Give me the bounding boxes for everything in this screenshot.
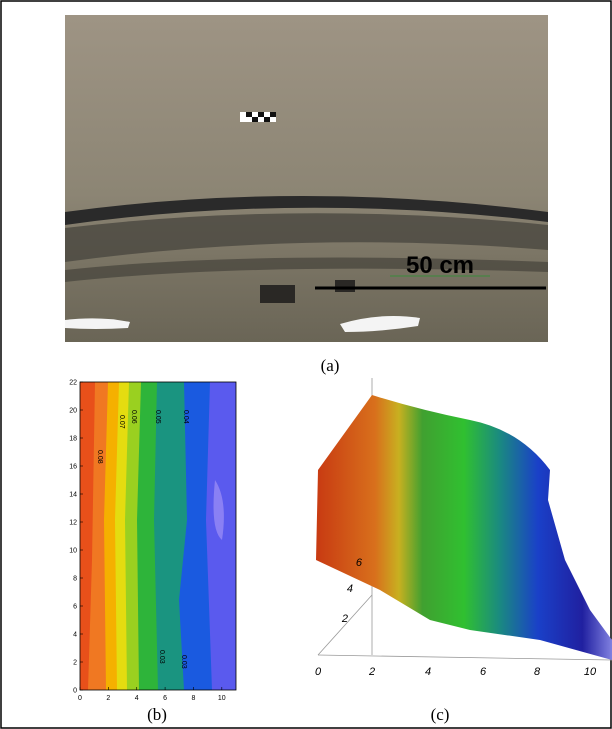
y-tick-label: 4 [73,632,77,639]
x-tick-label: 0 [78,695,82,702]
caption: (c) [431,705,450,724]
y-tick-label: 8 [73,576,77,583]
caption: (a) [321,356,340,375]
contour-label: 0.08 [96,450,103,464]
contour-label: 0.05 [154,410,161,424]
x-tick-label: 10 [584,666,597,678]
x-tick-label: 0 [315,666,322,678]
y-tick-label: 0 [73,688,77,695]
y-tick-label: 2 [73,660,77,667]
caption: (b) [147,705,167,724]
x-tick-label: 8 [192,695,196,702]
scale-label: 50 cm [406,252,474,279]
x-tick-label: 4 [425,666,431,678]
contour-label: 0.07 [118,415,125,429]
contour-label: 0.06 [130,410,137,424]
x-tick-label: 10 [218,695,226,702]
x-tick-label: 2 [106,695,110,702]
y-tick-label: 4 [347,583,353,595]
contour-label: 0.04 [182,410,189,424]
y-tick-label: 14 [69,492,77,499]
y-tick-label: 6 [356,557,363,569]
y-tick-label: 12 [69,520,77,527]
y-tick-label: 16 [69,464,77,471]
surface-plot [316,378,612,660]
x-tick-label: 4 [135,695,139,702]
contour-label: 0.03 [158,650,165,664]
y-tick-label: 18 [69,436,77,443]
y-tick-label: 22 [69,380,77,387]
x-tick-label: 2 [368,666,375,678]
figure: 50 cm (a) (b) (c) 0246810121416182022024… [0,0,612,729]
y-tick-label: 10 [69,548,77,555]
x-tick-label: 6 [480,666,487,678]
contour-label: 0.03 [180,655,187,669]
y-tick-label: 6 [73,604,77,611]
y-tick-label: 20 [69,408,77,415]
y-tick-label: 2 [341,613,348,625]
x-tick-label: 8 [534,666,541,678]
x-tick-label: 6 [163,695,167,702]
photo [65,15,548,342]
contour-plot [80,382,236,690]
